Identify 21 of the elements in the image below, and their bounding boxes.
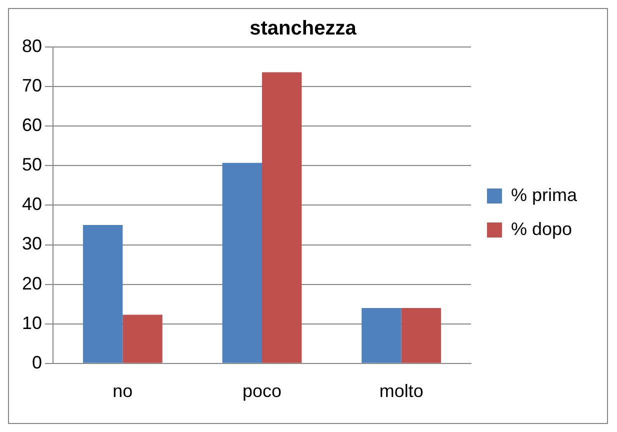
y-tick-label: 20 (22, 273, 42, 294)
legend-label: % dopo (510, 218, 572, 239)
y-tick-label: 40 (22, 194, 42, 214)
bar (122, 314, 162, 363)
x-tick-label: poco (242, 381, 282, 402)
bar (222, 162, 262, 363)
bar (401, 308, 442, 363)
x-tick-label: molto (379, 381, 424, 402)
chart-title: stanchezza (250, 18, 358, 40)
legend-label: % prima (510, 184, 578, 205)
bar (262, 72, 302, 363)
bar (362, 308, 402, 363)
x-tick-label: no (112, 381, 133, 402)
y-tick-label: 60 (22, 115, 42, 136)
y-tick-label: 70 (22, 76, 42, 96)
y-tick-label: 80 (22, 36, 42, 56)
y-tick-label: 10 (22, 312, 42, 333)
y-tick-label: 30 (22, 234, 42, 254)
y-tick-label: 50 (22, 154, 42, 175)
bar (82, 224, 123, 363)
y-tick-label: 0 (32, 352, 42, 372)
